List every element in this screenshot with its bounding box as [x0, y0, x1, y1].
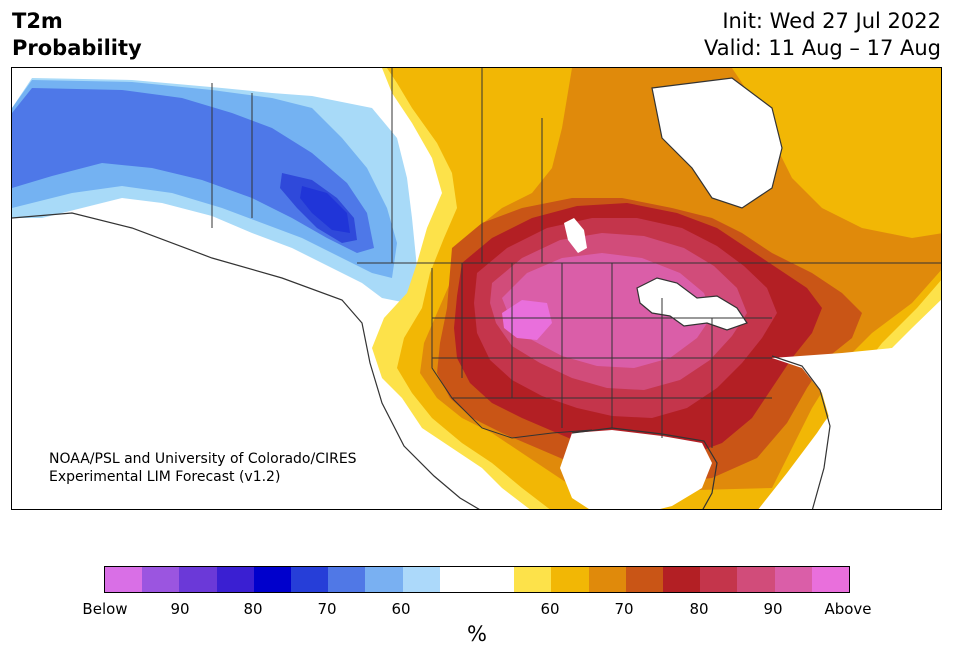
- colorbar-swatch: [105, 567, 142, 592]
- credit-line-2: Experimental LIM Forecast (v1.2): [49, 468, 357, 486]
- colorbar-swatch: [440, 567, 477, 592]
- valid-range: Valid: 11 Aug – 17 Aug: [704, 35, 941, 62]
- colorbar-swatch: [626, 567, 663, 592]
- title-line-1: T2m: [12, 8, 142, 35]
- colorbar-tick-label: 80: [243, 600, 262, 618]
- colorbar-tick-label: 60: [540, 600, 559, 618]
- map-title: T2m Probability: [12, 8, 142, 62]
- init-date: Init: Wed 27 Jul 2022: [704, 8, 941, 35]
- colorbar-tick-label: 70: [317, 600, 336, 618]
- colorbar-tick-label: Above: [824, 600, 871, 618]
- colorbar-tick-label: 90: [170, 600, 189, 618]
- colorbar-swatch: [254, 567, 291, 592]
- forecast-dates: Init: Wed 27 Jul 2022 Valid: 11 Aug – 17…: [704, 8, 941, 62]
- colorbar-swatch: [551, 567, 588, 592]
- colorbar-swatch: [700, 567, 737, 592]
- probability-map: [11, 67, 942, 510]
- colorbar-swatch: [589, 567, 626, 592]
- colorbar-swatch: [477, 567, 514, 592]
- colorbar-swatch: [812, 567, 849, 592]
- credit-text: NOAA/PSL and University of Colorado/CIRE…: [49, 450, 357, 486]
- colorbar-tick-label: 90: [763, 600, 782, 618]
- colorbar-tick-label: 80: [689, 600, 708, 618]
- colorbar-swatch: [328, 567, 365, 592]
- colorbar-swatch: [142, 567, 179, 592]
- map-canvas: [12, 68, 942, 510]
- colorbar-unit: %: [467, 622, 487, 646]
- colorbar-swatch: [737, 567, 774, 592]
- colorbar-tick-label: Below: [82, 600, 127, 618]
- colorbar-swatch: [663, 567, 700, 592]
- colorbar: [104, 566, 850, 593]
- colorbar-swatch: [365, 567, 402, 592]
- colorbar-tick-label: 70: [614, 600, 633, 618]
- credit-line-1: NOAA/PSL and University of Colorado/CIRE…: [49, 450, 357, 468]
- colorbar-swatch: [291, 567, 328, 592]
- colorbar-swatch: [775, 567, 812, 592]
- colorbar-swatch: [403, 567, 440, 592]
- colorbar-swatch: [179, 567, 216, 592]
- colorbar-swatch: [514, 567, 551, 592]
- colorbar-tick-label: 60: [391, 600, 410, 618]
- title-line-2: Probability: [12, 35, 142, 62]
- colorbar-swatch: [217, 567, 254, 592]
